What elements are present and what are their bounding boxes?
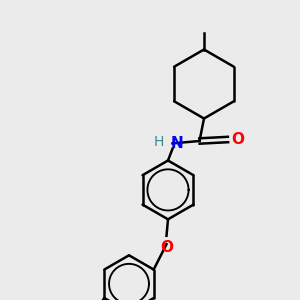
Text: O: O: [160, 240, 173, 255]
Text: O: O: [232, 132, 244, 147]
Text: H: H: [154, 135, 164, 149]
Text: N: N: [171, 136, 184, 151]
